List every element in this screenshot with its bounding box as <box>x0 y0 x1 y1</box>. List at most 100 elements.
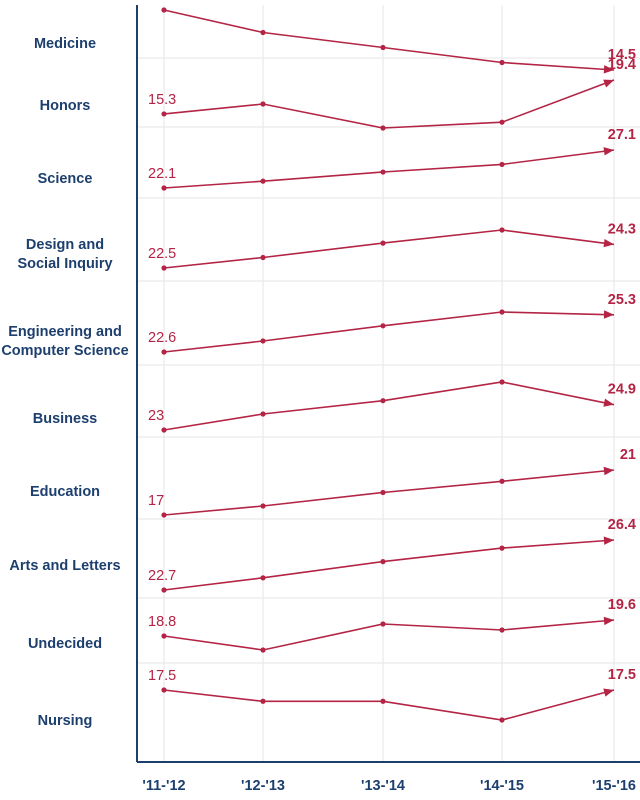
end-value-label: 26.4 <box>608 517 636 533</box>
data-point <box>499 227 505 233</box>
series: 22.5 24.3 <box>148 221 636 271</box>
start-value-label: 22.6 <box>148 330 176 346</box>
series: 23 24.9 <box>148 379 636 433</box>
data-point <box>380 698 386 704</box>
x-tick-labels: '11-'12 '12-'13 '13-'14 '14-'15 '15-'16 <box>142 778 636 794</box>
end-arrow <box>603 239 614 248</box>
row-label: Nursing <box>38 713 93 729</box>
data-point <box>260 178 266 184</box>
row-label: Design and Social Inquiry <box>17 237 112 272</box>
start-value-label: 17 <box>148 493 164 509</box>
data-point <box>161 7 167 13</box>
x-tick-label: '11-'12 <box>142 778 185 794</box>
data-point <box>161 185 167 191</box>
series-line <box>163 229 615 269</box>
gridlines <box>137 5 640 762</box>
data-point <box>260 575 266 581</box>
series: 22.1 27.1 <box>148 127 636 191</box>
data-point <box>161 427 167 433</box>
series-line <box>163 619 615 651</box>
start-value-label: 23 <box>148 408 164 424</box>
data-point <box>380 44 386 51</box>
data-point <box>380 621 386 627</box>
data-point <box>499 627 505 633</box>
series-line <box>163 381 615 431</box>
data-point <box>161 687 167 693</box>
series: 17.5 17.5 <box>148 667 636 723</box>
end-arrow <box>603 688 614 697</box>
end-arrow <box>603 398 614 407</box>
end-value-label: 24.3 <box>608 221 636 237</box>
series-line <box>163 9 615 71</box>
row-label: Medicine <box>34 36 96 52</box>
data-point <box>260 503 266 509</box>
x-tick-label: '12-'13 <box>241 778 285 794</box>
data-point <box>161 633 167 639</box>
data-point <box>499 717 505 723</box>
data-point <box>380 323 386 329</box>
data-point <box>161 265 167 271</box>
data-point <box>161 587 167 593</box>
end-arrow <box>603 536 614 545</box>
data-point <box>380 169 386 175</box>
x-tick-label: '13-'14 <box>361 778 405 794</box>
data-point <box>499 161 505 168</box>
end-arrow <box>603 616 614 626</box>
row-label: Education <box>30 484 100 500</box>
data-point <box>260 698 266 704</box>
end-arrow <box>603 65 614 74</box>
series-line <box>163 149 615 189</box>
data-point <box>499 119 505 125</box>
data-point <box>260 411 266 417</box>
series: 15.3 14.5 <box>148 0 636 74</box>
series: 22.7 26.4 <box>148 517 636 593</box>
series: 18.8 19.6 <box>148 597 636 653</box>
start-value-label: 15.3 <box>148 92 176 108</box>
series-line <box>163 539 615 591</box>
start-value-label: 17.5 <box>148 668 176 684</box>
series-group: 15.3 14.5 15.3 19.4 22.1 27.1 22.5 24.3 22.6 25.3… <box>148 0 636 723</box>
data-point <box>161 349 167 355</box>
data-point <box>380 559 386 565</box>
row-label: Arts and Letters <box>9 558 120 574</box>
series: 22.6 25.3 <box>148 292 636 355</box>
data-point <box>260 338 266 344</box>
data-point <box>499 545 505 551</box>
end-value-label: 14.5 <box>608 47 636 63</box>
row-label: Undecided <box>28 636 102 652</box>
x-tick-label: '14-'15 <box>480 778 524 794</box>
end-value-label: 25.3 <box>608 292 636 308</box>
data-point <box>260 101 266 107</box>
end-value-label: 21 <box>620 447 636 463</box>
row-labels: Medicine Honors Science Design and Social In… <box>1 36 128 729</box>
start-value-label: 15.3 <box>148 0 176 4</box>
row-label: Honors <box>40 98 91 114</box>
end-arrow <box>603 79 614 88</box>
series: 15.3 19.4 <box>148 57 636 131</box>
series-line <box>163 311 615 353</box>
end-arrow <box>603 310 614 319</box>
data-point <box>499 478 505 484</box>
data-point <box>380 125 386 131</box>
start-value-label: 22.1 <box>148 166 176 182</box>
data-point <box>499 59 505 66</box>
data-point <box>380 398 386 404</box>
data-point <box>499 309 505 315</box>
data-point <box>380 240 386 246</box>
start-value-label: 22.5 <box>148 246 176 262</box>
start-value-label: 18.8 <box>148 614 176 630</box>
end-value-label: 27.1 <box>608 127 636 143</box>
end-arrow <box>603 147 614 156</box>
data-point <box>161 512 167 518</box>
series-line <box>163 689 615 721</box>
end-value-label: 19.4 <box>608 57 636 73</box>
x-tick-label: '15-'16 <box>592 778 636 794</box>
data-point <box>260 647 266 653</box>
end-value-label: 17.5 <box>608 667 636 683</box>
start-value-label: 22.7 <box>148 568 176 584</box>
end-value-label: 19.6 <box>608 597 636 613</box>
data-point <box>260 254 266 261</box>
series-line <box>163 469 615 516</box>
